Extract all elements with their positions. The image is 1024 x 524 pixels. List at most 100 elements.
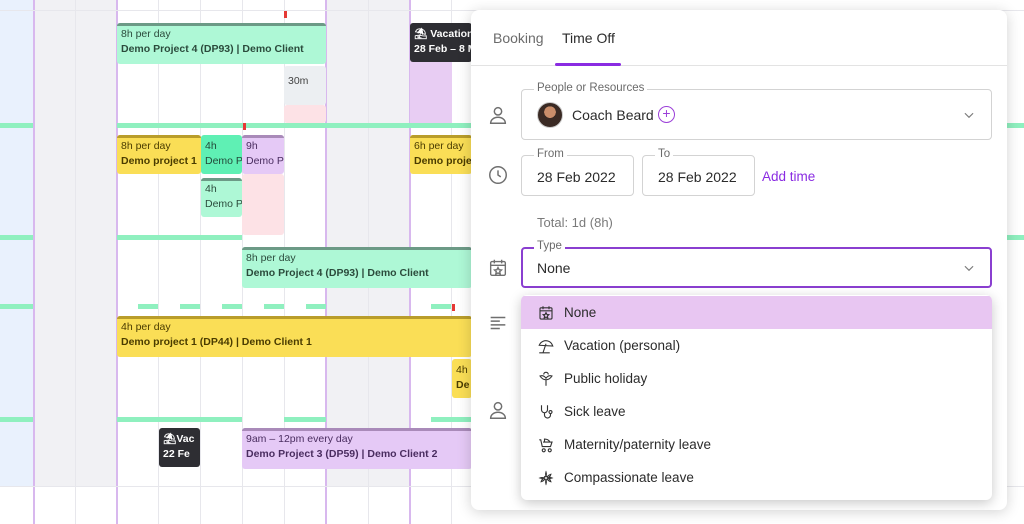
today-marker [452, 304, 455, 311]
booking-hours: 8h per day [121, 140, 171, 152]
booking-block[interactable]: 30m [284, 66, 326, 105]
flower-icon [537, 469, 555, 487]
booking-hours: 4h per day [121, 321, 171, 333]
booking-hours: 4h [205, 140, 217, 152]
timeoff-dates: 22 Fe [163, 448, 190, 460]
add-time-link[interactable]: Add time [762, 169, 816, 184]
availability-strip [431, 304, 451, 309]
overtime-fill [284, 105, 326, 123]
today-marker [243, 123, 246, 130]
availability-strip [117, 417, 242, 422]
week-divider [116, 0, 118, 524]
grid-line [158, 0, 159, 524]
tab-booking[interactable]: Booking [493, 30, 544, 46]
availability-strip [0, 235, 33, 240]
availability-strip [1007, 123, 1024, 128]
availability-strip [138, 304, 158, 309]
booking-project: Demo project 1 (DP44) | Demo Client 1 [121, 336, 312, 348]
booking-block[interactable]: 4h Demo P [201, 178, 242, 217]
booking-project: Demo Project 3 (DP59) | Demo Client 2 [246, 448, 438, 460]
booking-block[interactable]: 4h De [452, 359, 472, 398]
availability-strip [431, 417, 471, 422]
people-field-label: People or Resources [534, 82, 648, 94]
booking-block[interactable]: 8h per day Demo project 1 [117, 135, 201, 174]
timeoff-block[interactable]: ⛱ Vacation 28 Feb – 8 M [410, 23, 472, 62]
option-sick-leave[interactable]: Sick leave [521, 395, 992, 428]
booking-hours: 30m [288, 75, 309, 87]
to-date-label: To [655, 148, 674, 160]
chevron-down-icon[interactable] [962, 261, 976, 275]
tab-time-off[interactable]: Time Off [562, 30, 615, 46]
grid-line [75, 0, 76, 524]
clock-icon [487, 164, 509, 186]
booking-project: Demo proje [414, 155, 472, 167]
booking-project: Demo Project 4 (DP93) | Demo Client [246, 267, 429, 279]
week-divider [33, 0, 35, 524]
booking-block[interactable]: 9am – 12pm every day Demo Project 3 (DP5… [242, 428, 472, 469]
booking-project: Demo project 1 [121, 155, 197, 167]
timeoff-type: Vacation [430, 28, 472, 40]
booking-block[interactable]: 4h Demo P [201, 135, 242, 174]
option-label: Vacation (personal) [564, 338, 681, 353]
option-label: None [564, 305, 597, 320]
availability-strip [222, 304, 242, 309]
booking-hours: 4h [205, 183, 217, 195]
time-off-modal: Booking Time Off People or Resources Coa… [471, 10, 1007, 510]
availability-strip [0, 417, 33, 422]
active-tab-indicator [555, 63, 621, 66]
overtime-fill [242, 174, 284, 235]
availability-strip [117, 123, 472, 128]
people-field[interactable]: People or Resources Coach Beard + [521, 82, 992, 140]
grid-line [200, 0, 201, 524]
booking-block[interactable]: 8h per day Demo Project 4 (DP93) | Demo … [242, 247, 472, 288]
option-none[interactable]: None [521, 296, 992, 329]
availability-strip [1007, 235, 1024, 240]
person-icon [487, 104, 509, 126]
option-public-holiday[interactable]: Public holiday [521, 362, 992, 395]
booking-hours: 8h per day [246, 252, 296, 264]
option-label: Maternity/paternity leave [564, 437, 712, 452]
booking-hours: 4h [456, 364, 468, 376]
availability-strip [264, 304, 284, 309]
sidebar-column [0, 0, 33, 486]
booking-block[interactable]: 9h Demo P [242, 135, 284, 174]
booking-hours: 8h per day [121, 28, 171, 40]
person-icon [487, 399, 509, 421]
modal-tabs: Booking Time Off [471, 10, 1007, 66]
booking-block[interactable]: 6h per day Demo proje [410, 135, 472, 174]
calendar-star-icon [487, 257, 509, 279]
add-person-icon[interactable]: + [658, 106, 675, 123]
booking-hours: 9am – 12pm every day [246, 433, 353, 445]
timeoff-fill [410, 60, 452, 123]
availability-strip [306, 304, 326, 309]
option-label: Sick leave [564, 404, 626, 419]
avatar [537, 102, 563, 128]
option-vacation-personal[interactable]: Vacation (personal) [521, 329, 992, 362]
booking-project: Demo P [205, 198, 242, 210]
booking-hours: 6h per day [414, 140, 464, 152]
timeoff-block[interactable]: ⛱Vac 22 Fe [159, 428, 200, 467]
type-select[interactable]: Type None [521, 240, 992, 288]
option-label: Public holiday [564, 371, 648, 386]
booking-block[interactable]: 8h per day Demo Project 4 (DP93) | Demo … [117, 23, 326, 64]
stethoscope-icon [537, 403, 555, 421]
from-date-field[interactable]: From 28 Feb 2022 [521, 148, 634, 196]
booking-block[interactable]: 4h per day Demo project 1 (DP44) | Demo … [117, 316, 472, 357]
from-date-label: From [534, 148, 567, 160]
to-date-field[interactable]: To 28 Feb 2022 [642, 148, 755, 196]
option-compassionate-leave[interactable]: Compassionate leave [521, 461, 992, 494]
timeoff-dates: 28 Feb – 8 M [414, 43, 472, 55]
availability-strip [117, 235, 242, 240]
booking-project: Demo Project 4 (DP93) | Demo Client [121, 43, 304, 55]
availability-strip [284, 417, 326, 422]
booking-project: De [456, 379, 470, 391]
option-label: Compassionate leave [564, 470, 694, 485]
people-field-value: Coach Beard [572, 107, 654, 123]
chevron-down-icon[interactable] [962, 108, 976, 122]
availability-strip [0, 123, 33, 128]
type-select-label: Type [534, 240, 565, 252]
option-maternity-paternity-leave[interactable]: Maternity/paternity leave [521, 428, 992, 461]
timeoff-type: Vac [176, 433, 195, 445]
availability-strip [0, 304, 33, 309]
to-date-value: 28 Feb 2022 [658, 169, 737, 185]
